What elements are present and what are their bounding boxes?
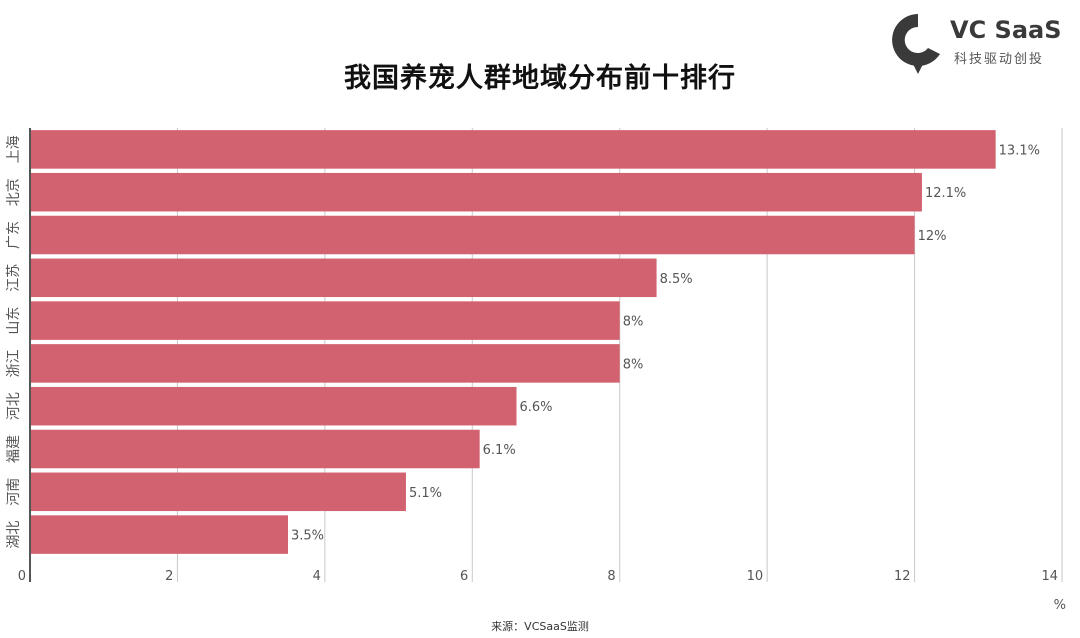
bar [30, 429, 480, 469]
x-tick-label: 8 [607, 569, 615, 584]
x-tick-label: 10 [747, 569, 764, 584]
x-tick-labels: 0 2 4 6 8 10 12 14 [18, 569, 1058, 584]
category-label: 广东 [6, 221, 22, 249]
category-label: 湖北 [6, 521, 22, 549]
category-label: 江苏 [6, 264, 22, 292]
bar [30, 344, 620, 383]
x-tick-label: 4 [313, 569, 321, 584]
bar-value-label: 12.1% [925, 186, 966, 201]
logo-slogan: 科技驱动创投 [954, 52, 1045, 67]
x-tick-label: 6 [460, 569, 468, 584]
bar-value-label: 13.1% [999, 143, 1040, 158]
bar [30, 386, 517, 426]
x-tick-label: 14 [1041, 569, 1058, 584]
bar [30, 301, 620, 340]
category-label: 福建 [6, 435, 22, 463]
x-tick-label: 12 [894, 569, 911, 584]
bar [30, 258, 657, 298]
bar-value-label: 3.5% [291, 529, 324, 544]
brand-logo: VC SaaS 科技驱动创投 [888, 8, 1074, 78]
x-tick-label: 2 [165, 569, 173, 584]
bar-value-label: 6.1% [483, 443, 516, 458]
bar [30, 515, 288, 554]
bar-value-label: 5.1% [409, 486, 442, 501]
source-note: 来源：VCSaaS监测 [491, 620, 589, 633]
category-label: 浙江 [6, 349, 22, 377]
category-label: 河南 [6, 478, 22, 506]
bar [30, 130, 996, 169]
bar-value-label: 8% [623, 315, 644, 330]
value-labels: 13.1% 12.1% 12% 8.5% 8% 8% 6.6% 6.1% 5.1% 3.5% [291, 143, 1040, 543]
chart-title: 我国养宠人群地域分布前十排行 [344, 63, 736, 94]
bar-value-label: 12% [918, 229, 947, 244]
bar-value-label: 6.6% [520, 400, 553, 415]
x-tick-label: 0 [18, 569, 26, 584]
category-label: 上海 [6, 135, 22, 163]
bars [30, 130, 996, 554]
bar-value-label: 8.5% [660, 272, 693, 287]
bar [30, 215, 915, 255]
bar [30, 472, 406, 512]
category-label: 山东 [6, 307, 22, 335]
logo-name: VC SaaS [950, 16, 1062, 44]
category-label: 北京 [6, 178, 22, 206]
x-unit-label: % [1054, 598, 1066, 613]
bar-value-label: 8% [623, 357, 644, 372]
bar [30, 172, 922, 212]
logo-mark-icon [892, 14, 940, 74]
category-label: 河北 [6, 392, 22, 420]
